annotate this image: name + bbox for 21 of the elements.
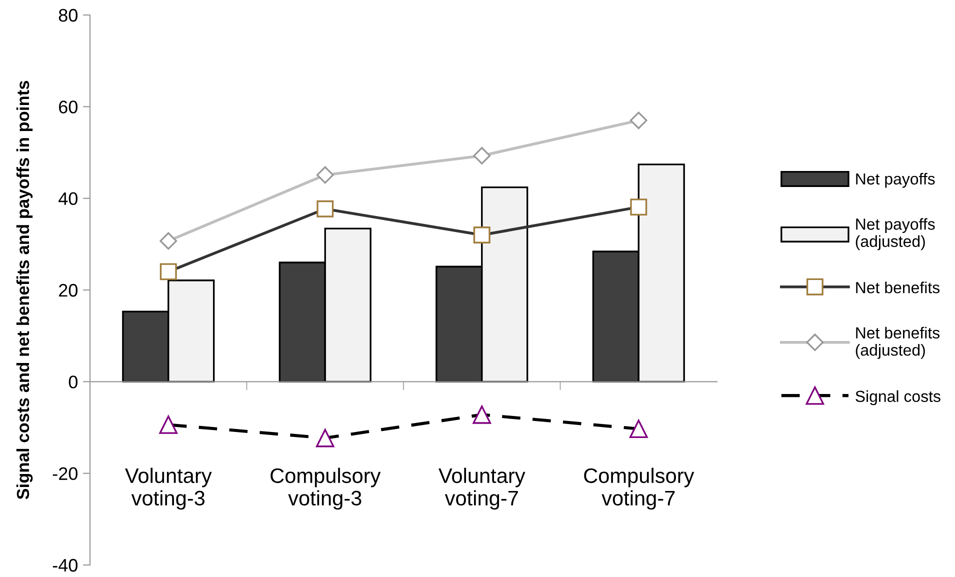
x-tick-label: Compulsory voting-3 [270,468,381,510]
x-tick-label: Compulsory voting-7 [584,468,694,510]
y-tick-label: 0 [68,376,78,388]
y-tick-label: -20 [52,467,78,480]
y-tick-label: 60 [59,100,78,114]
y-tick-label: -40 [52,558,78,572]
point [630,112,648,130]
legend-label: Net benefits (adjusted) [856,326,940,359]
legend-label: Net benefits [856,282,940,294]
point [316,166,334,184]
y-tick-label: 80 [58,8,78,22]
y-axis-title: Signal costs and net benefits and payoffs in points [16,80,33,500]
legend-label: Net payoffs (adjusted) [856,218,935,250]
y-tick-label: 40 [58,192,78,206]
y-tick-label: 20 [59,284,78,297]
point [473,147,491,164]
x-tick-label: Voluntary voting-7 [438,468,526,510]
point [160,232,178,250]
legend-label: Signal costs [856,390,940,406]
x-tick-label: Voluntary voting-3 [125,468,212,510]
legend-label: Net payoffs [856,172,935,188]
